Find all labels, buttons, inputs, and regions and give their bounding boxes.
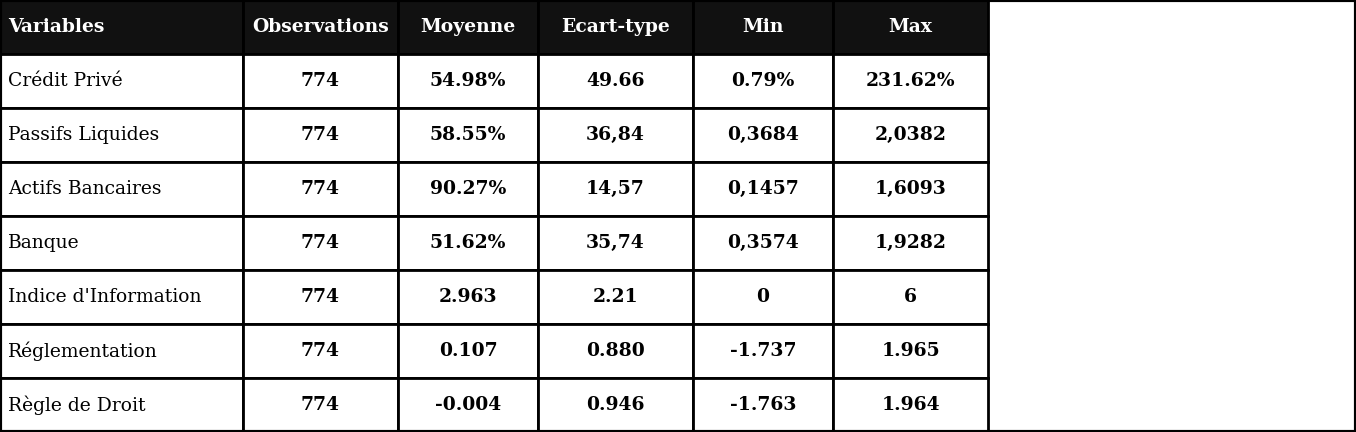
Text: 0,3684: 0,3684 <box>727 126 799 144</box>
Text: 2,0382: 2,0382 <box>875 126 946 144</box>
Text: Min: Min <box>742 18 784 36</box>
Bar <box>399 270 538 324</box>
Bar <box>0 378 243 432</box>
Bar <box>243 324 399 378</box>
Bar <box>538 54 693 108</box>
Bar <box>399 216 538 270</box>
Bar <box>399 0 538 54</box>
Bar <box>833 108 989 162</box>
Bar <box>399 54 538 108</box>
Bar <box>538 270 693 324</box>
Bar <box>693 324 833 378</box>
Bar <box>399 162 538 216</box>
Text: 2.21: 2.21 <box>593 288 639 306</box>
Text: Ecart-type: Ecart-type <box>561 18 670 36</box>
Bar <box>833 162 989 216</box>
Bar <box>693 54 833 108</box>
Bar <box>399 378 538 432</box>
Text: 1.964: 1.964 <box>881 396 940 414</box>
Text: Banque: Banque <box>8 234 80 252</box>
Bar <box>538 108 693 162</box>
Text: 35,74: 35,74 <box>586 234 645 252</box>
Text: 90.27%: 90.27% <box>430 180 506 198</box>
Text: 36,84: 36,84 <box>586 126 645 144</box>
Text: Moyenne: Moyenne <box>420 18 515 36</box>
Bar <box>0 54 243 108</box>
Bar <box>693 216 833 270</box>
Text: Crédit Privé: Crédit Privé <box>8 72 122 90</box>
Text: 774: 774 <box>301 342 340 360</box>
Bar <box>243 216 399 270</box>
Text: 0.946: 0.946 <box>586 396 644 414</box>
Text: Actifs Bancaires: Actifs Bancaires <box>8 180 161 198</box>
Text: 58.55%: 58.55% <box>430 126 506 144</box>
Text: Règle de Droit: Règle de Droit <box>8 395 145 415</box>
Text: 49.66: 49.66 <box>586 72 644 90</box>
Text: 774: 774 <box>301 126 340 144</box>
Text: 54.98%: 54.98% <box>430 72 506 90</box>
Bar <box>693 162 833 216</box>
Bar <box>243 270 399 324</box>
Text: Observations: Observations <box>252 18 389 36</box>
Text: 774: 774 <box>301 396 340 414</box>
Text: 774: 774 <box>301 234 340 252</box>
Text: 2.963: 2.963 <box>439 288 498 306</box>
Text: -0.004: -0.004 <box>435 396 502 414</box>
Bar <box>693 378 833 432</box>
Text: 231.62%: 231.62% <box>865 72 956 90</box>
Bar <box>0 108 243 162</box>
Text: 0,3574: 0,3574 <box>727 234 799 252</box>
Bar <box>399 324 538 378</box>
Bar <box>0 0 243 54</box>
Text: -1.737: -1.737 <box>730 342 796 360</box>
Bar <box>243 108 399 162</box>
Text: -1.763: -1.763 <box>730 396 796 414</box>
Text: 6: 6 <box>904 288 917 306</box>
Bar <box>0 162 243 216</box>
Text: 14,57: 14,57 <box>586 180 645 198</box>
Bar <box>538 0 693 54</box>
Bar <box>0 216 243 270</box>
Text: 774: 774 <box>301 288 340 306</box>
Text: 0.107: 0.107 <box>439 342 498 360</box>
Bar <box>399 108 538 162</box>
Text: Max: Max <box>888 18 933 36</box>
Bar <box>0 270 243 324</box>
Text: Variables: Variables <box>8 18 104 36</box>
Bar <box>538 324 693 378</box>
Bar <box>833 0 989 54</box>
Bar <box>0 324 243 378</box>
Bar <box>693 270 833 324</box>
Bar <box>693 0 833 54</box>
Bar <box>693 108 833 162</box>
Text: 774: 774 <box>301 180 340 198</box>
Text: 0.880: 0.880 <box>586 342 645 360</box>
Text: 774: 774 <box>301 72 340 90</box>
Bar <box>833 378 989 432</box>
Text: Réglementation: Réglementation <box>8 341 157 361</box>
Bar <box>833 54 989 108</box>
Text: Indice d'Information: Indice d'Information <box>8 288 202 306</box>
Text: 0.79%: 0.79% <box>731 72 795 90</box>
Text: 0: 0 <box>757 288 769 306</box>
Bar <box>833 270 989 324</box>
Bar <box>833 324 989 378</box>
Text: 1,9282: 1,9282 <box>875 234 946 252</box>
Bar <box>538 216 693 270</box>
Bar <box>833 216 989 270</box>
Text: 0,1457: 0,1457 <box>727 180 799 198</box>
Bar <box>243 0 399 54</box>
Text: Passifs Liquides: Passifs Liquides <box>8 126 159 144</box>
Text: 1.965: 1.965 <box>881 342 940 360</box>
Bar <box>538 162 693 216</box>
Bar <box>243 162 399 216</box>
Bar <box>243 378 399 432</box>
Text: 51.62%: 51.62% <box>430 234 506 252</box>
Bar <box>243 54 399 108</box>
Text: 1,6093: 1,6093 <box>875 180 946 198</box>
Bar <box>538 378 693 432</box>
